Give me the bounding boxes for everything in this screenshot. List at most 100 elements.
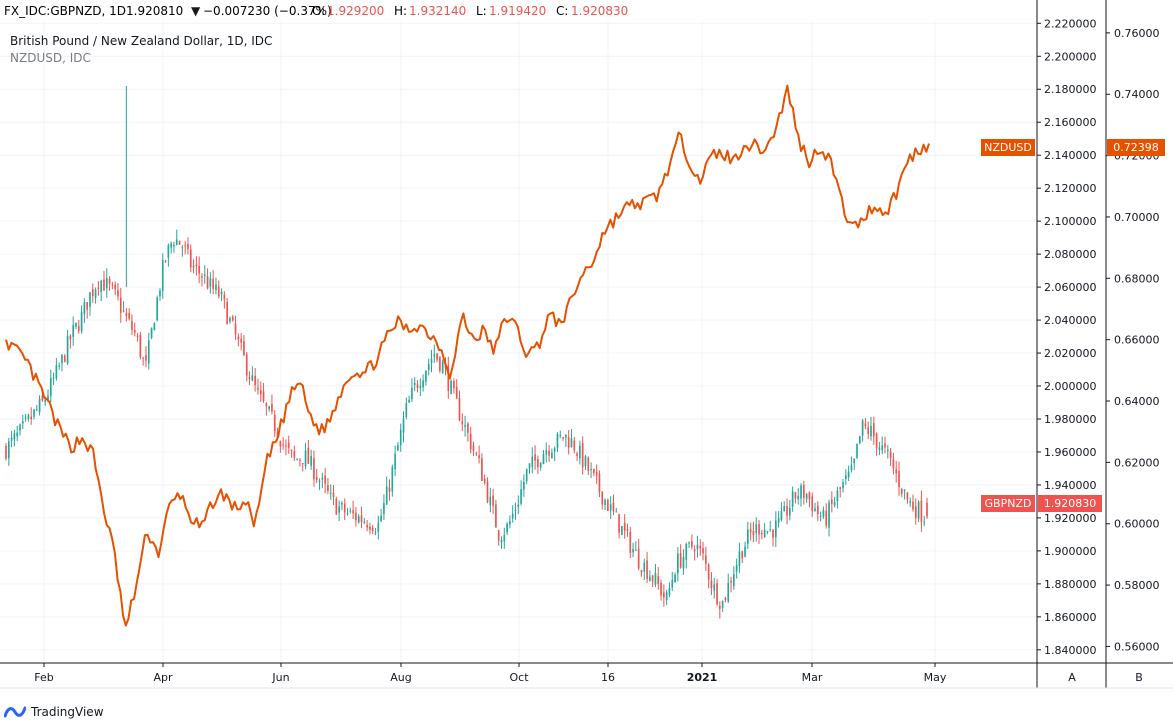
candle (35, 405, 38, 412)
gbpnzd-badge-name: GBPNZD (985, 497, 1032, 510)
candle-body (892, 459, 895, 469)
candle-body (388, 487, 391, 492)
time-axis[interactable]: Feb Apr Jun Aug Oct 16 2021 Mar May (34, 663, 947, 684)
right-tick-label: 0.70000 (1114, 211, 1160, 224)
candle-body (391, 467, 394, 492)
candle (705, 546, 707, 571)
candle (539, 462, 542, 471)
candle (822, 506, 825, 519)
candle (489, 487, 492, 513)
candle (273, 410, 276, 437)
candle-body (760, 532, 763, 535)
candle-body (492, 495, 494, 506)
nzdusd-badge-name: NZDUSD (984, 141, 1032, 154)
candle (741, 550, 744, 564)
candle (436, 352, 438, 363)
candle-body (296, 458, 298, 460)
left-tick-label: 2.080000 (1044, 248, 1097, 261)
candle (786, 498, 788, 525)
candle-body (517, 504, 520, 507)
candle-body (528, 463, 531, 469)
left-tick-label: 2.040000 (1044, 314, 1097, 327)
left-tick-label: 2.140000 (1044, 149, 1097, 162)
candle (553, 446, 556, 462)
candle-body (598, 473, 601, 492)
candle-body (615, 511, 618, 513)
candle-body (105, 278, 108, 289)
candle (86, 302, 89, 319)
candle (805, 492, 808, 503)
candle-body (917, 502, 920, 519)
candle-body (439, 357, 441, 371)
candle (66, 329, 69, 366)
right-tick-label: 0.56000 (1114, 640, 1160, 653)
candle-body (122, 310, 125, 312)
candle (609, 496, 612, 519)
left-tick-label: 1.920000 (1044, 512, 1097, 525)
candle (335, 496, 338, 515)
candle (369, 522, 371, 535)
candle (223, 291, 226, 309)
candle (643, 558, 646, 581)
candle-body (534, 454, 536, 461)
candle (259, 381, 262, 403)
right-tick-label: 0.58000 (1114, 579, 1160, 592)
candle (145, 346, 147, 368)
candle (164, 259, 167, 263)
candle (299, 457, 301, 467)
header-last-price: 1.920810 (126, 4, 183, 18)
candle (774, 511, 777, 548)
candle (58, 362, 61, 370)
candle (545, 442, 548, 463)
candle-body (612, 502, 615, 512)
candle-body (13, 433, 16, 440)
candle (864, 418, 867, 430)
candle (926, 497, 928, 519)
tradingview-branding[interactable]: TradingView (4, 703, 104, 721)
candle (733, 566, 735, 590)
candle-body (16, 432, 19, 437)
candle-body (187, 243, 189, 249)
candle (125, 307, 128, 322)
candle-body (590, 469, 592, 471)
candle-body (797, 496, 800, 500)
candle-body (738, 551, 741, 566)
candle-body (635, 549, 637, 551)
candle (366, 520, 368, 532)
candle-body (131, 320, 133, 331)
scale-mode-b-button[interactable]: B (1135, 671, 1143, 684)
candle (30, 407, 33, 425)
candle (679, 544, 682, 569)
scale-mode-a-button[interactable]: A (1068, 671, 1076, 684)
candle (327, 477, 329, 495)
candle-body (719, 605, 721, 609)
candle (500, 536, 503, 549)
right-tick-label: 0.64000 (1114, 395, 1160, 408)
candle-body (889, 451, 892, 458)
candle (858, 435, 861, 445)
candle-body (565, 434, 567, 438)
legend-main-series[interactable]: British Pound / New Zealand Dollar, 1D, … (10, 34, 272, 48)
candle-body (271, 404, 273, 412)
candle (699, 539, 702, 556)
candle (707, 563, 710, 589)
candle-body (147, 340, 150, 364)
candle-body (721, 600, 724, 608)
candle-body (637, 548, 640, 569)
candle-body (377, 523, 380, 532)
candle-body (229, 318, 231, 322)
candle (898, 461, 900, 496)
candle (900, 487, 903, 498)
candle (33, 408, 35, 420)
candle-body (727, 583, 730, 602)
candle-body (794, 492, 797, 499)
left-price-axis[interactable]: 2.220000 2.200000 2.180000 2.160000 2.140000… (1037, 17, 1097, 657)
candle-body (399, 429, 402, 445)
legend-compare-series[interactable]: NZDUSD, IDC (10, 51, 91, 65)
candle-body (500, 539, 503, 543)
candle-body (231, 316, 234, 321)
candle (304, 442, 307, 470)
nzdusd-price-label-box (1107, 139, 1165, 156)
candle (595, 464, 598, 484)
